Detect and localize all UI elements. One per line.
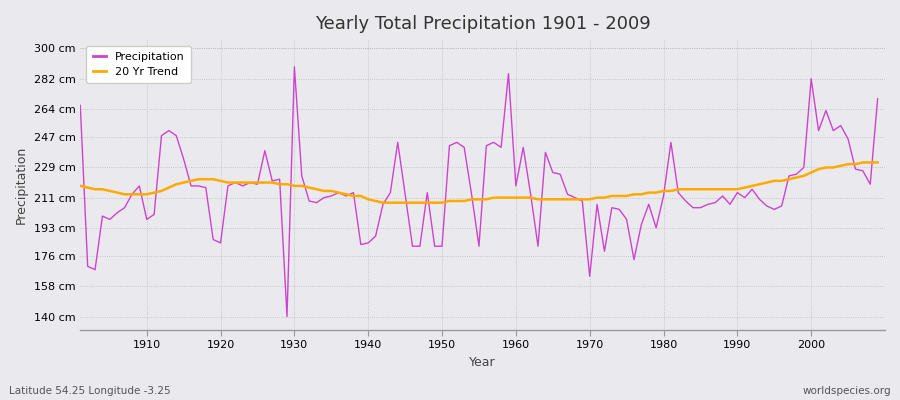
Text: Latitude 54.25 Longitude -3.25: Latitude 54.25 Longitude -3.25 <box>9 386 171 396</box>
Legend: Precipitation, 20 Yr Trend: Precipitation, 20 Yr Trend <box>86 46 191 84</box>
X-axis label: Year: Year <box>469 356 496 369</box>
Text: worldspecies.org: worldspecies.org <box>803 386 891 396</box>
Title: Yearly Total Precipitation 1901 - 2009: Yearly Total Precipitation 1901 - 2009 <box>315 15 651 33</box>
Y-axis label: Precipitation: Precipitation <box>15 146 28 224</box>
